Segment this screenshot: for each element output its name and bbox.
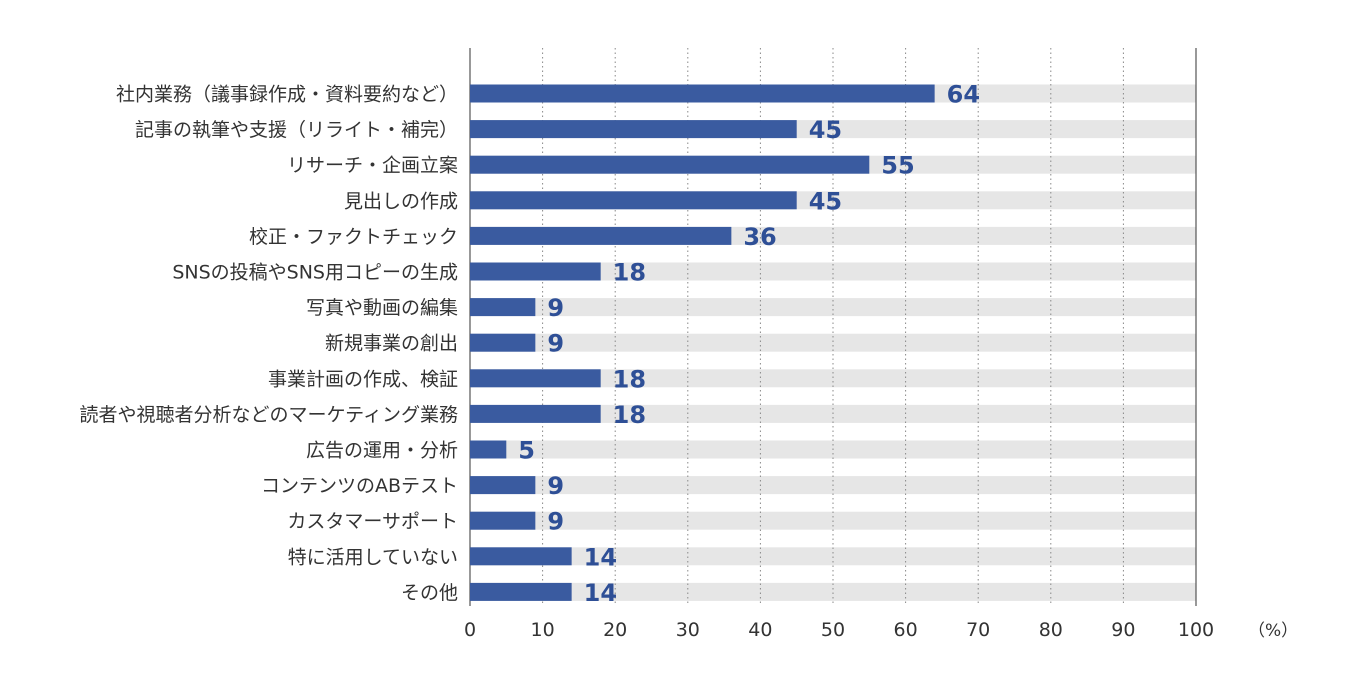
bar-tracks <box>470 84 1196 601</box>
x-tick-label: 60 <box>894 619 918 641</box>
grid-lines <box>469 48 1197 606</box>
category-label: 社内業務（議事録作成・資料要約など） <box>116 84 458 106</box>
category-label: 事業計画の作成、検証 <box>268 368 458 390</box>
category-label: 校正・ファクトチェック <box>249 226 458 248</box>
bar <box>470 511 536 530</box>
bar-value-label: 9 <box>547 472 564 500</box>
bar <box>470 333 536 352</box>
x-tick-label: 70 <box>966 619 990 641</box>
bars <box>470 84 935 601</box>
bar <box>470 476 536 495</box>
bar <box>470 226 732 245</box>
category-label: コンテンツのABテスト <box>261 475 458 497</box>
bar <box>470 191 797 210</box>
bar <box>470 404 601 423</box>
bar-value-label: 9 <box>547 294 564 322</box>
bar <box>470 298 536 317</box>
bar-value-label: 9 <box>547 508 564 536</box>
bar <box>470 262 601 281</box>
x-tick-label: 40 <box>748 619 772 641</box>
category-label: SNSの投稿やSNS用コピーの生成 <box>172 262 458 284</box>
bar-value-label: 18 <box>613 259 646 287</box>
bar-value-label: 45 <box>809 116 842 144</box>
bar-track <box>470 369 1196 388</box>
category-label: 新規事業の創出 <box>325 333 458 355</box>
x-tick-label: 0 <box>464 619 476 641</box>
bar-value-label: 55 <box>881 152 914 180</box>
bar <box>470 369 601 388</box>
bar-value-label: 36 <box>743 223 776 251</box>
x-tick-label: 20 <box>603 619 627 641</box>
x-tick-label: 80 <box>1039 619 1063 641</box>
bar-value-label: 18 <box>613 401 646 429</box>
bar-value-label: 64 <box>947 81 980 109</box>
x-tick-label: 100 <box>1178 619 1214 641</box>
bar <box>470 547 572 566</box>
category-label: 見出しの作成 <box>344 190 458 212</box>
category-label: 記事の執筆や支援（リライト・補完） <box>135 119 458 141</box>
category-label: 読者や視聴者分析などのマーケティング業務 <box>80 404 458 426</box>
category-label: 特に活用していない <box>288 546 458 568</box>
bar-track <box>470 298 1196 317</box>
bar <box>470 582 572 601</box>
bar <box>470 440 507 459</box>
category-label: カスタマーサポート <box>287 511 458 533</box>
bar-value-label: 14 <box>584 543 617 571</box>
bar-track <box>470 333 1196 352</box>
x-tick-label: 50 <box>821 619 845 641</box>
category-label: 広告の運用・分析 <box>306 440 458 462</box>
bar-value-label: 5 <box>518 437 535 465</box>
bar <box>470 155 870 174</box>
bar-track <box>470 547 1196 566</box>
bar-value-label: 18 <box>613 365 646 393</box>
category-label: その他 <box>401 582 458 604</box>
category-label: 写真や動画の編集 <box>306 297 458 319</box>
bar-value-label: 45 <box>809 187 842 215</box>
category-label: リサーチ・企画立案 <box>287 155 458 177</box>
bar <box>470 84 935 103</box>
bar-track <box>470 582 1196 601</box>
bar-value-label: 14 <box>584 579 617 607</box>
bar <box>470 120 797 139</box>
x-tick-label: 90 <box>1111 619 1135 641</box>
x-axis-ticks: 0 10 20 30 40 50 60 70 80 90 100 <box>464 619 1214 641</box>
bar-value-label: 9 <box>547 330 564 358</box>
x-axis-unit-label: （%） <box>1248 621 1298 641</box>
x-tick-label: 30 <box>676 619 700 641</box>
x-tick-label: 10 <box>531 619 555 641</box>
bar-track <box>470 262 1196 281</box>
category-labels: 社内業務（議事録作成・資料要約など） 記事の執筆や支援（リライト・補完） リサーチ・… <box>80 84 458 604</box>
